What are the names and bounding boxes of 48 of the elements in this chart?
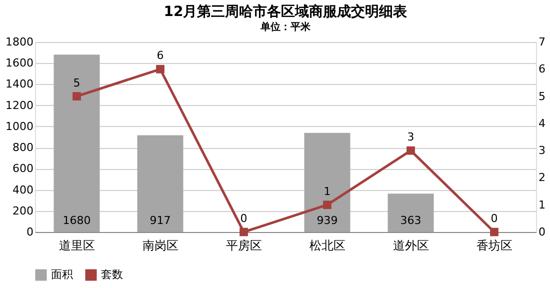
legend-label: 套数 [101, 268, 123, 281]
y-tick-label: 1400 [6, 78, 34, 91]
y-tick-label: 600 [12, 162, 34, 176]
data-label: 939 [316, 214, 338, 227]
point [72, 92, 81, 100]
y2-tick-label: 3 [538, 144, 546, 158]
data-label: 0 [240, 212, 248, 225]
x-tick-label: 道外区 [392, 238, 429, 252]
data-label: 1 [324, 184, 331, 198]
point [406, 146, 415, 155]
y2-tick-label: 5 [538, 90, 546, 103]
bar [137, 135, 184, 232]
y-tick-label: 1600 [6, 56, 34, 70]
bar [388, 194, 434, 232]
y2-tick-label: 7 [538, 36, 546, 48]
y-tick-label: 1000 [6, 120, 34, 133]
y2-tick-label: 6 [538, 62, 546, 76]
y2-tick-label: 0 [538, 226, 546, 238]
y-tick-label: 200 [12, 204, 34, 218]
y-tick-label: 1200 [6, 98, 34, 112]
legend-label: 面积 [51, 268, 73, 281]
x-tick-label: 松北区 [309, 238, 346, 252]
y2-tick-label: 2 [538, 171, 546, 184]
x-tick-label: 平房区 [226, 238, 262, 252]
x-tick-label: 香坊区 [476, 238, 512, 252]
y2-tick-label: 4 [538, 116, 546, 130]
chart-title: 12月第三周哈市各区域商服成交明细表 [164, 3, 408, 20]
x-tick-label: 道里区 [58, 238, 95, 252]
data-label: 1680 [62, 214, 91, 227]
y2-tick-label: 1 [538, 198, 546, 212]
bar [304, 132, 350, 232]
data-label: 6 [156, 49, 164, 62]
chart-subtitle: 单位：平米 [260, 21, 312, 33]
data-label: 5 [73, 76, 80, 90]
y-tick-label: 400 [12, 183, 34, 196]
data-label: 917 [150, 214, 171, 227]
point [156, 64, 164, 74]
data-label: 363 [400, 214, 422, 227]
data-label: 0 [490, 212, 498, 225]
y-tick-label: 0 [26, 226, 34, 238]
bar [54, 54, 100, 232]
x-tick-label: 南岗区 [142, 238, 178, 252]
y-tick-label: 800 [12, 141, 34, 154]
data-label: 3 [407, 130, 414, 144]
y-tick-label: 1800 [6, 36, 34, 48]
point [240, 228, 248, 236]
point [490, 228, 498, 236]
point [323, 200, 332, 210]
